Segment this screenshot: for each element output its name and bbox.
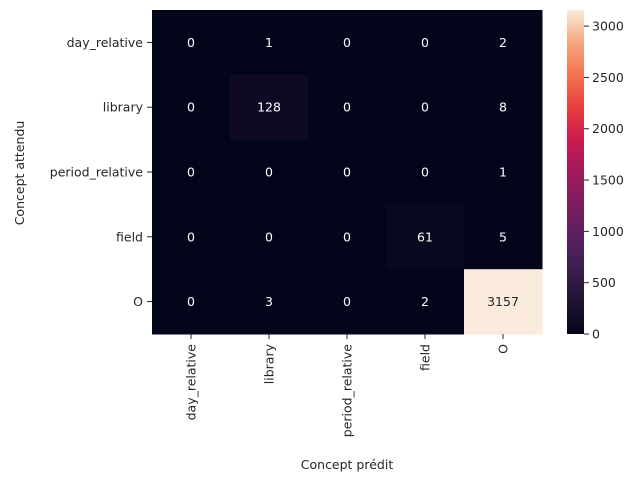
- colorbar-tick-label: 2000: [592, 121, 624, 136]
- cell-value-label: 2: [499, 35, 507, 50]
- heatmap-cell: [152, 204, 231, 270]
- cell-value-label: 0: [421, 35, 429, 50]
- cell-value-label: 3157: [487, 294, 519, 309]
- cell-value-label: 0: [343, 165, 351, 180]
- cell-value-label: 0: [187, 229, 195, 244]
- heatmap-cell: [230, 139, 309, 205]
- colorbar-tick-label: 1000: [592, 224, 624, 239]
- cell-value-label: 0: [187, 35, 195, 50]
- heatmap-cells: [152, 10, 543, 335]
- cell-value-label: 0: [421, 100, 429, 115]
- x-tick-label: field: [418, 344, 433, 371]
- x-tick-label: day_relative: [184, 344, 199, 421]
- heatmap-cell: [386, 269, 465, 335]
- heatmap-cell: [464, 10, 543, 76]
- heatmap-cell: [386, 10, 465, 76]
- heatmap-cell-labels: 0 1 0 0 2 0 128 0 0 8 0 0 0 0 1 0 0 0 61 5 0 3 0 2 3157: [187, 35, 519, 309]
- cell-value-label: 1: [265, 35, 273, 50]
- cell-value-label: 0: [265, 229, 273, 244]
- heatmap-cell: [152, 10, 231, 76]
- cell-value-label: 128: [257, 100, 281, 115]
- heatmap-cell: [386, 204, 465, 270]
- x-axis-label: Concept prédit: [301, 457, 394, 472]
- heatmap-cell: [152, 139, 231, 205]
- colorbar-tick-label: 2500: [592, 70, 624, 85]
- cell-value-label: 0: [343, 100, 351, 115]
- heatmap-cell: [230, 10, 309, 76]
- heatmap-cell: [308, 269, 387, 335]
- cell-value-label: 0: [187, 294, 195, 309]
- heatmap-cell: [464, 269, 543, 335]
- cell-value-label: 0: [265, 165, 273, 180]
- cell-value-label: 0: [343, 35, 351, 50]
- cell-value-label: 1: [499, 165, 507, 180]
- heatmap-cell: [152, 74, 231, 141]
- colorbar-ticks: 0 500 1000 1500 2000 2500 3000: [584, 19, 624, 342]
- cell-value-label: 0: [343, 229, 351, 244]
- cell-value-label: 0: [421, 165, 429, 180]
- colorbar-tick-label: 0: [592, 327, 600, 342]
- cell-value-label: 8: [499, 100, 507, 115]
- cell-value-label: 0: [187, 100, 195, 115]
- y-axis-label: Concept attendu: [12, 121, 27, 226]
- y-tick-label: library: [103, 100, 144, 115]
- heatmap-cell: [464, 74, 543, 141]
- x-tick-label: period_relative: [340, 344, 355, 438]
- x-tick-label: O: [496, 344, 511, 354]
- heatmap-cell: [230, 269, 309, 335]
- cell-value-label: 2: [421, 294, 429, 309]
- colorbar-tick-label: 3000: [592, 19, 624, 34]
- y-tick-label: day_relative: [67, 35, 144, 50]
- heatmap-cell: [464, 204, 543, 270]
- colorbar-tick-label: 1500: [592, 173, 624, 188]
- y-tick-label: field: [116, 229, 143, 244]
- heatmap-cell: [308, 139, 387, 205]
- cell-value-label: 3: [265, 294, 273, 309]
- heatmap-cell: [230, 204, 309, 270]
- heatmap-cell: [308, 74, 387, 141]
- heatmap-cell: [386, 74, 465, 141]
- heatmap-cell: [386, 139, 465, 205]
- cell-value-label: 61: [417, 229, 433, 244]
- heatmap-cell: [152, 269, 231, 335]
- cell-value-label: 0: [187, 165, 195, 180]
- heatmap-cell: [230, 74, 309, 141]
- heatmap-cell: [308, 204, 387, 270]
- y-tick-label: O: [133, 294, 143, 309]
- y-tick-label: period_relative: [50, 165, 144, 180]
- heatmap-cell: [464, 139, 543, 205]
- colorbar-tick-label: 500: [592, 275, 616, 290]
- cell-value-label: 0: [343, 294, 351, 309]
- colorbar: [567, 10, 584, 334]
- cell-value-label: 5: [499, 229, 507, 244]
- x-tick-label: library: [262, 343, 277, 384]
- heatmap-cell: [308, 10, 387, 76]
- x-axis-ticks: day_relative library period_relative field O: [184, 334, 511, 437]
